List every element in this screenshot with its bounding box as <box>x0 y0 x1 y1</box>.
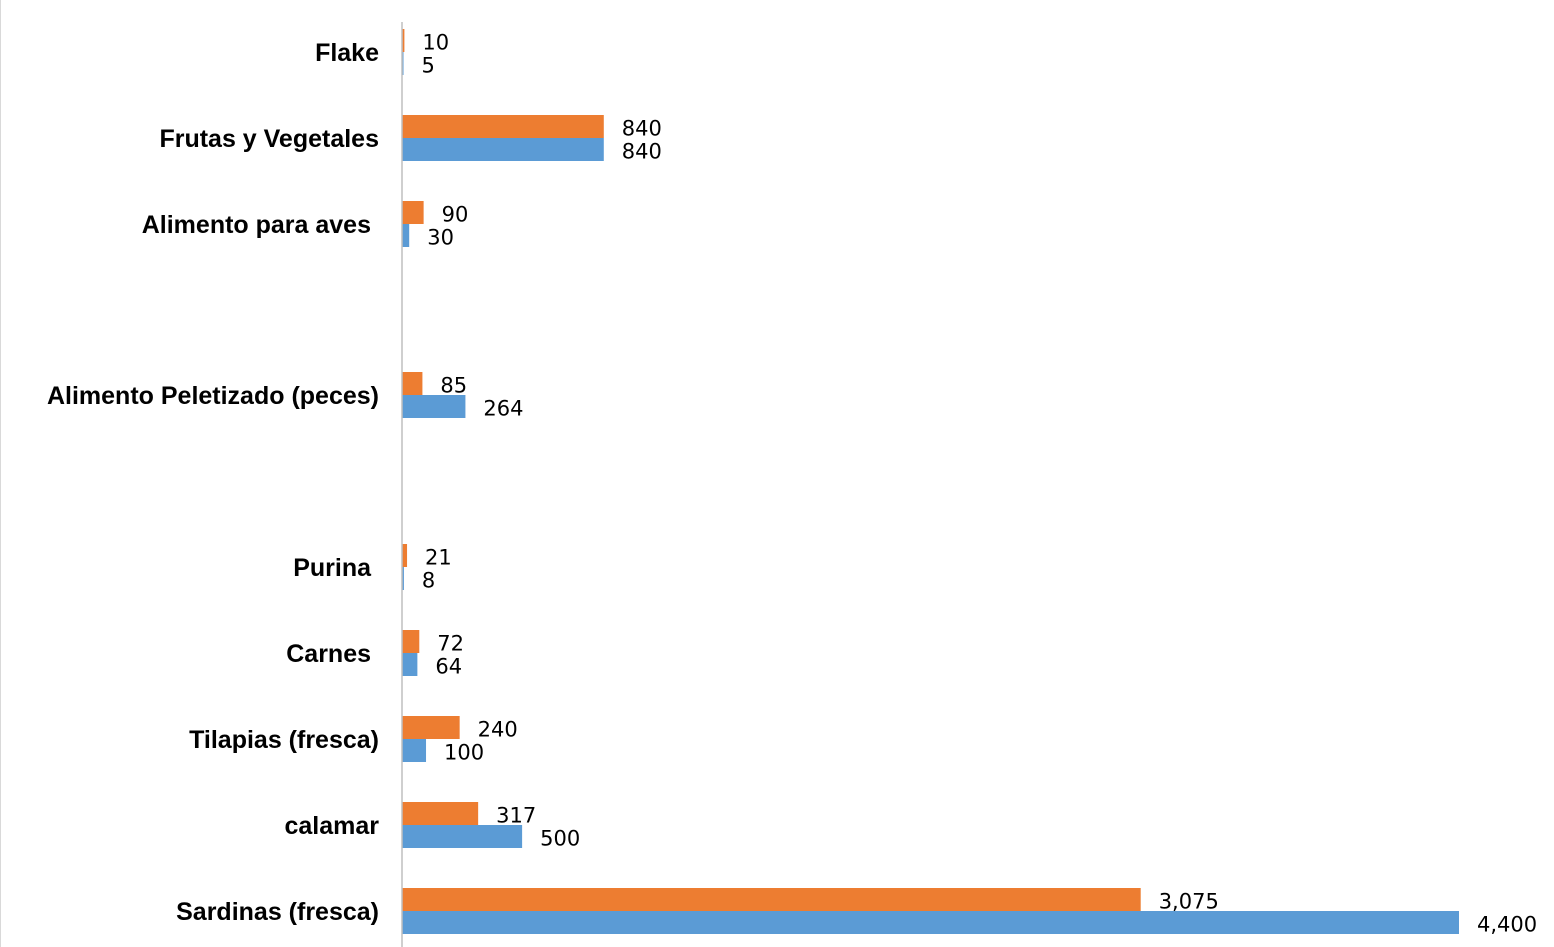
value-label: 317 <box>496 804 536 828</box>
value-label: 85 <box>440 374 467 398</box>
category-label: calamar <box>284 812 379 840</box>
bar-orange <box>402 544 408 567</box>
bar-blue <box>402 739 427 762</box>
bar-orange <box>402 630 420 653</box>
bar-orange <box>402 115 604 138</box>
bar-blue <box>402 567 404 590</box>
bar-orange <box>402 716 460 739</box>
value-label: 4,400 <box>1477 913 1537 937</box>
value-label: 64 <box>435 655 462 679</box>
category-label: Carnes <box>286 640 371 668</box>
category-label: Alimento Peletizado (peces) <box>47 382 379 410</box>
value-label: 30 <box>427 226 454 250</box>
category-label: Flake <box>315 39 379 67</box>
value-label: 8 <box>422 569 435 593</box>
value-label: 21 <box>425 546 452 570</box>
value-label: 264 <box>483 397 523 421</box>
bar-orange <box>402 888 1141 911</box>
bar-blue <box>402 653 418 676</box>
bar-blue <box>402 911 1459 934</box>
bar-blue <box>402 224 410 247</box>
bar-blue <box>402 138 604 161</box>
bar-blue <box>402 395 466 418</box>
category-label: Alimento para aves <box>142 211 371 239</box>
value-label: 72 <box>437 632 464 656</box>
value-label: 5 <box>422 54 435 78</box>
category-label: Purina <box>293 554 372 582</box>
bar-orange <box>402 372 423 395</box>
value-label: 840 <box>622 140 662 164</box>
category-label: Frutas y Vegetales <box>159 125 379 153</box>
value-label: 840 <box>622 117 662 141</box>
value-label: 10 <box>422 31 449 55</box>
bar-orange <box>402 29 405 52</box>
value-label: 500 <box>540 827 580 851</box>
bar-orange <box>402 201 424 224</box>
value-label: 240 <box>478 718 518 742</box>
category-label: Sardinas (fresca) <box>176 898 379 926</box>
bar-orange <box>402 802 479 825</box>
category-label: Tilapias (fresca) <box>189 726 379 754</box>
value-label: 3,075 <box>1159 890 1219 914</box>
value-label: 100 <box>444 741 484 765</box>
value-label: 90 <box>442 203 469 227</box>
bar-blue <box>402 825 523 848</box>
